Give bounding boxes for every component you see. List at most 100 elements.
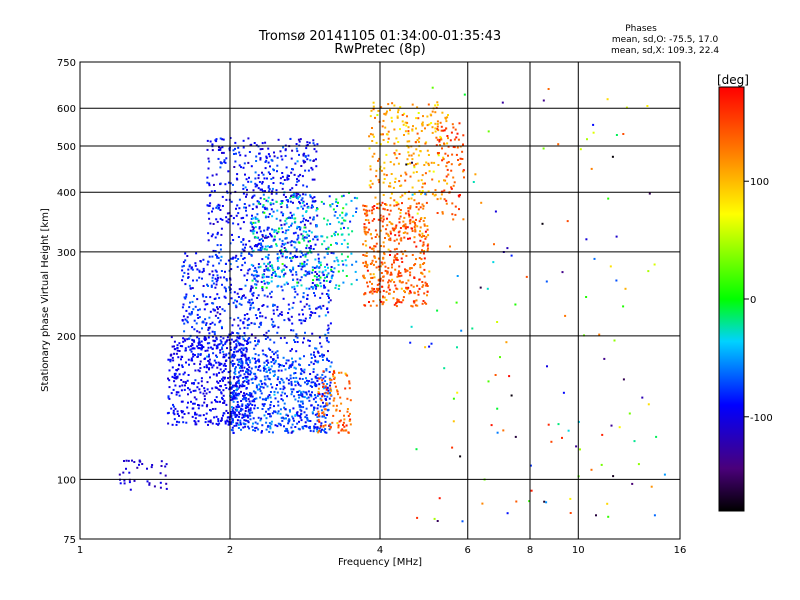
data-point — [282, 146, 285, 149]
data-point — [305, 263, 308, 266]
data-point — [274, 275, 277, 277]
data-point — [289, 197, 292, 200]
data-point — [248, 240, 251, 243]
data-point — [433, 517, 436, 520]
data-point — [261, 182, 264, 185]
data-point — [382, 241, 385, 244]
data-point — [603, 357, 606, 360]
data-point — [311, 385, 313, 388]
data-point — [406, 158, 409, 161]
data-point — [310, 311, 313, 314]
data-point — [419, 239, 422, 242]
data-point — [246, 340, 248, 343]
data-point — [387, 248, 390, 251]
data-point — [402, 232, 405, 234]
data-point — [434, 127, 437, 130]
data-point — [225, 340, 228, 343]
data-point — [306, 383, 309, 386]
data-point — [176, 344, 179, 347]
data-point — [280, 249, 283, 252]
data-point — [281, 419, 284, 422]
data-point — [230, 200, 233, 203]
data-point — [252, 291, 255, 294]
data-point — [380, 169, 383, 172]
data-point — [329, 204, 332, 207]
data-point — [197, 355, 199, 358]
data-point — [387, 284, 390, 287]
data-point — [424, 172, 427, 175]
data-point — [275, 243, 278, 246]
data-point — [279, 219, 282, 222]
data-point — [229, 333, 232, 336]
data-point — [297, 193, 300, 196]
data-point — [311, 204, 314, 207]
data-point — [267, 361, 270, 364]
data-point — [435, 144, 438, 147]
data-point — [281, 289, 284, 292]
data-point — [318, 420, 321, 423]
data-point — [131, 459, 133, 462]
data-point — [317, 260, 320, 263]
data-point — [242, 381, 245, 383]
data-point — [273, 155, 276, 158]
data-point — [243, 396, 246, 399]
data-point — [377, 159, 379, 162]
data-point — [314, 359, 317, 362]
data-point — [230, 297, 233, 300]
data-point — [437, 129, 440, 132]
colorbar-label: [deg] — [717, 73, 749, 87]
data-point — [387, 130, 390, 133]
data-point — [436, 520, 439, 522]
data-point — [271, 266, 274, 269]
data-point — [254, 226, 257, 229]
data-point — [368, 209, 371, 212]
data-point — [417, 293, 420, 296]
data-point — [276, 425, 279, 428]
data-point — [270, 158, 273, 161]
data-point — [254, 365, 257, 368]
data-point — [267, 185, 270, 188]
data-point — [529, 464, 532, 467]
data-point — [187, 272, 190, 275]
data-point — [453, 181, 456, 184]
data-point — [224, 161, 227, 164]
data-point — [232, 222, 235, 225]
data-point — [628, 412, 631, 415]
data-point — [251, 377, 254, 380]
data-point — [203, 335, 206, 338]
data-point — [252, 417, 255, 420]
data-point — [253, 322, 256, 325]
data-point — [277, 404, 280, 407]
data-point — [349, 418, 352, 421]
data-point — [251, 425, 254, 428]
data-point — [252, 274, 255, 277]
data-point — [254, 221, 257, 224]
data-point — [418, 137, 421, 140]
data-point — [263, 398, 266, 401]
data-point — [188, 284, 191, 287]
data-point — [427, 103, 430, 106]
data-point — [324, 416, 327, 419]
data-point — [316, 214, 319, 217]
data-point — [221, 138, 224, 141]
data-point — [387, 235, 390, 237]
data-point — [305, 230, 308, 233]
data-point — [387, 233, 390, 236]
data-point — [292, 266, 295, 269]
data-point — [198, 337, 201, 340]
data-point — [546, 365, 548, 368]
data-point — [379, 143, 382, 146]
data-point — [382, 194, 385, 196]
data-point — [348, 387, 351, 390]
data-point — [379, 214, 382, 217]
data-point — [406, 232, 409, 235]
data-point — [197, 407, 200, 410]
data-point — [418, 257, 421, 259]
data-point — [311, 266, 314, 269]
data-point — [198, 370, 201, 373]
data-point — [211, 149, 214, 152]
data-point — [200, 340, 203, 343]
data-point — [257, 187, 260, 190]
data-point — [326, 339, 329, 342]
data-point — [269, 165, 271, 168]
